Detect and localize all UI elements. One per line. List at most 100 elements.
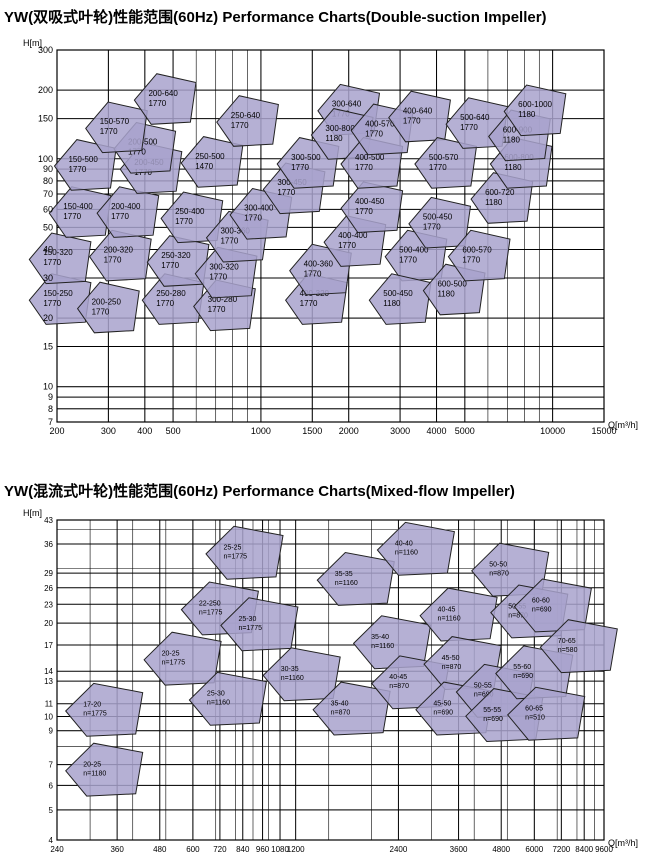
region-speed-label: 1770: [231, 121, 249, 130]
x-tick-label: 1500: [302, 426, 322, 436]
region-speed-label: n=870: [508, 612, 528, 619]
y-tick-label: 6: [49, 781, 54, 790]
y-tick-label: 17: [44, 641, 53, 650]
region-model-label: 60-65: [525, 706, 543, 713]
region-model-label: 600-500: [437, 279, 467, 288]
x-tick-label: 400: [137, 426, 152, 436]
region-speed-label: n=1160: [371, 643, 394, 650]
region-speed-label: 1470: [195, 162, 213, 171]
y-tick-label: 8: [48, 404, 53, 414]
x-tick-label: 480: [153, 845, 167, 854]
performance-region: [133, 73, 197, 125]
x-tick-label: 1000: [251, 426, 271, 436]
region-speed-label: n=690: [433, 709, 453, 716]
performance-region: [312, 681, 391, 736]
y-tick-label: 100: [38, 154, 53, 164]
x-axis-label: Q[m³/h]: [608, 420, 638, 430]
performance-region: [65, 742, 144, 797]
y-tick-label: 10: [43, 382, 53, 392]
region-model-label: 150-570: [100, 117, 130, 126]
region-speed-label: n=510: [525, 715, 545, 722]
region-speed-label: 1770: [43, 258, 61, 267]
region-model-label: 300-280: [208, 295, 238, 304]
region-model-label: 200-250: [92, 297, 122, 306]
performance-region: [316, 551, 395, 606]
region-model-label: 45-50: [442, 655, 460, 662]
region-speed-label: 1770: [208, 305, 226, 314]
region-speed-label: 1770: [338, 241, 356, 250]
performance-region: [76, 281, 140, 334]
region-speed-label: n=1160: [281, 675, 304, 682]
region-speed-label: 1180: [518, 110, 536, 119]
x-tick-label: 720: [213, 845, 227, 854]
performance-region: [507, 686, 586, 741]
y-tick-label: 200: [38, 85, 53, 95]
x-tick-label: 7200: [552, 845, 570, 854]
region-model-label: 600-1000: [518, 100, 552, 109]
performance-region: [408, 196, 472, 249]
region-speed-label: n=1160: [395, 550, 418, 557]
region-speed-label: 1770: [462, 256, 480, 265]
region-speed-label: 1770: [300, 299, 318, 308]
region-speed-label: n=1775: [162, 659, 186, 666]
region-model-label: 250-640: [231, 111, 261, 120]
region-model-label: 500-570: [429, 153, 459, 162]
region-speed-label: 1770: [423, 223, 441, 232]
x-axis-label: Q[m³/h]: [608, 838, 638, 848]
y-tick-label: 80: [43, 176, 53, 186]
region-model-label: 400-640: [403, 106, 433, 115]
region-model-label: 60-60: [532, 597, 550, 604]
region-speed-label: 1180: [503, 135, 521, 144]
region-model-label: 500-450: [383, 289, 413, 298]
region-model-label: 20-25: [162, 650, 180, 657]
y-tick-label: 70: [43, 189, 53, 199]
region-speed-label: 1770: [304, 270, 322, 279]
region-model-label: 70-65: [558, 638, 576, 645]
region-speed-label: n=1160: [335, 580, 358, 587]
region-speed-label: n=1160: [207, 700, 230, 707]
y-tick-label: 43: [44, 516, 53, 525]
region-model-label: 17-20: [83, 702, 101, 709]
region-model-label: 300-320: [209, 263, 239, 272]
region-speed-label: 1180: [325, 134, 343, 143]
x-tick-label: 360: [110, 845, 124, 854]
performance-region: [471, 542, 550, 597]
region-speed-label: n=1775: [238, 625, 262, 632]
performance-region: [220, 597, 299, 652]
region-model-label: 300-800: [325, 124, 355, 133]
performance-region: [419, 587, 498, 642]
x-tick-label: 1200: [287, 845, 305, 854]
region-speed-label: n=870: [489, 571, 509, 578]
performance-region: [262, 647, 341, 702]
region-model-label: 22-250: [199, 600, 221, 607]
chart-title-mixed-flow: YW(混流式叶轮)性能范围(60Hz) Performance Charts(M…: [4, 483, 515, 500]
region-model-label: 200-320: [104, 246, 134, 255]
x-tick-label: 500: [166, 426, 181, 436]
performance-region: [539, 619, 618, 674]
x-tick-label: 2000: [339, 426, 359, 436]
region-model-label: 500-400: [399, 246, 429, 255]
region-speed-label: 1770: [43, 299, 61, 308]
y-tick-label: 7: [48, 417, 53, 427]
x-tick-label: 9600: [595, 845, 613, 854]
y-tick-label: 20: [43, 313, 53, 323]
x-tick-label: 960: [256, 845, 270, 854]
x-tick-label: 1080: [271, 845, 289, 854]
performance-region: [96, 186, 160, 238]
y-tick-label: 60: [43, 204, 53, 214]
y-tick-label: 50: [43, 222, 53, 232]
performance-region: [388, 90, 451, 143]
x-tick-label: 5000: [455, 426, 475, 436]
region-model-label: 200-640: [148, 89, 178, 98]
performance-region: [352, 615, 432, 670]
x-tick-label: 840: [236, 845, 250, 854]
region-model-label: 300-400: [244, 204, 274, 213]
region-model-label: 40-40: [395, 541, 413, 548]
x-tick-label: 4800: [492, 845, 510, 854]
region-speed-label: n=870: [389, 683, 409, 690]
region-speed-label: 1770: [161, 261, 179, 270]
region-speed-label: n=690: [532, 606, 552, 613]
region-speed-label: 1770: [399, 256, 417, 265]
